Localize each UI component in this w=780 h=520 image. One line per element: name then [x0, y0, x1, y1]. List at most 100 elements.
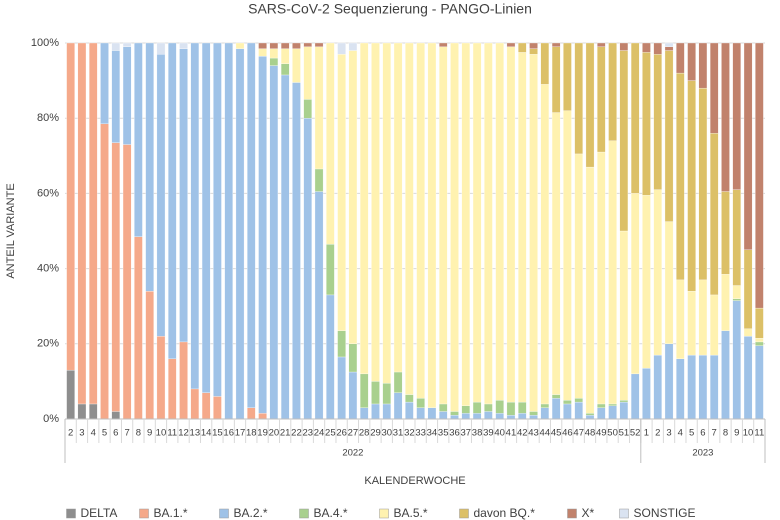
- x-tick-label: 3: [666, 428, 671, 439]
- bar-segment: [585, 42, 595, 168]
- bar-segment: [461, 42, 471, 406]
- bar-segment: [247, 407, 256, 420]
- x-tick-label: 44: [540, 428, 551, 439]
- bar-segment: [179, 42, 188, 49]
- bar-segment: [551, 42, 561, 47]
- bar-segment: [337, 42, 346, 55]
- bar-segment: [709, 294, 719, 356]
- x-tick-label: 7: [712, 428, 717, 439]
- bar-segment: [687, 354, 696, 420]
- bar-segment: [439, 46, 448, 405]
- bar-segment: [721, 330, 730, 420]
- bar-segment: [664, 221, 674, 344]
- bar-segment: [450, 415, 459, 420]
- x-tick-label: 10: [156, 428, 167, 439]
- bar-segment: [755, 42, 764, 309]
- bar-segment: [427, 407, 437, 420]
- legend-label: davon BQ.*: [474, 506, 536, 520]
- y-tick-label: 0%: [43, 413, 59, 425]
- x-tick-label: 2: [655, 428, 660, 439]
- x-tick-label: 23: [302, 428, 313, 439]
- x-tick-label: 42: [517, 428, 528, 439]
- bar-segment: [235, 42, 245, 49]
- bar-segment: [100, 123, 109, 420]
- bar-segment: [156, 336, 166, 420]
- bar-segment: [540, 403, 550, 408]
- bar-segment: [630, 373, 640, 420]
- bar-segment: [134, 236, 143, 420]
- bar-segment: [563, 110, 572, 401]
- bar-segment: [111, 411, 121, 420]
- bar-segment: [608, 405, 617, 420]
- bar-segment: [484, 403, 493, 412]
- y-tick-label: 20%: [37, 338, 59, 350]
- bar-segment: [348, 371, 358, 420]
- x-tick-label: 40: [494, 428, 505, 439]
- x-tick-label: 3: [79, 428, 84, 439]
- bar-segment: [66, 42, 75, 371]
- bar-segment: [551, 398, 561, 420]
- bar-segment: [337, 330, 346, 358]
- bar-segment: [427, 42, 437, 408]
- bar-segment: [303, 99, 312, 119]
- bar-segment: [551, 46, 561, 113]
- bar-segment: [359, 42, 369, 375]
- x-group-label: 2022: [342, 448, 363, 459]
- bar-segment: [732, 300, 741, 420]
- bar-segment: [337, 356, 346, 420]
- bar-segment: [540, 84, 550, 405]
- bar-segment: [653, 189, 662, 356]
- bar-segment: [111, 42, 121, 51]
- bar-segment: [506, 42, 516, 47]
- bar-segment: [416, 398, 425, 408]
- bar-segment: [122, 42, 132, 47]
- bar-segment: [495, 42, 504, 401]
- bar-segment: [439, 403, 448, 412]
- bar-segment: [619, 42, 629, 51]
- bar-segment: [122, 46, 132, 145]
- bar-segment: [359, 373, 369, 408]
- bar-segment: [405, 401, 414, 420]
- bar-segment: [698, 87, 708, 281]
- bar-segment: [393, 392, 403, 420]
- bar-segment: [359, 407, 369, 420]
- bar-segment: [235, 48, 245, 420]
- bar-segment: [337, 54, 346, 331]
- x-tick-label: 30: [381, 428, 392, 439]
- x-tick-label: 9: [147, 428, 152, 439]
- x-tick-label: 14: [201, 428, 212, 439]
- x-tick-label: 4: [678, 428, 683, 439]
- x-tick-label: 48: [585, 428, 596, 439]
- bar-segment: [664, 50, 674, 222]
- bar-segment: [732, 298, 741, 301]
- bar-segment: [190, 388, 200, 420]
- bar-segment: [755, 341, 764, 346]
- bar-segment: [585, 415, 595, 420]
- bar-segment: [303, 42, 312, 47]
- bar-segment: [314, 168, 324, 192]
- bar-segment: [506, 401, 516, 416]
- x-tick-label: 19: [257, 428, 268, 439]
- bar-segment: [405, 42, 414, 395]
- bar-segment: [371, 42, 380, 382]
- bar-segment: [89, 42, 98, 405]
- bar-segment: [743, 249, 753, 329]
- bar-segment: [371, 381, 380, 405]
- bar-segment: [676, 42, 685, 74]
- bar-segment: [258, 48, 267, 57]
- x-tick-label: 34: [427, 428, 438, 439]
- bar-segment: [518, 52, 527, 403]
- bar-segment: [585, 166, 595, 414]
- bar-segment: [597, 151, 606, 405]
- bar-segment: [574, 401, 583, 420]
- x-tick-label: 22: [291, 428, 302, 439]
- bar-segment: [687, 291, 696, 356]
- bar-segment: [484, 42, 493, 405]
- bar-segment: [280, 63, 290, 76]
- x-tick-label: 21: [280, 428, 291, 439]
- bar-segment: [134, 42, 143, 237]
- x-tick-label: 20: [269, 428, 280, 439]
- legend-swatch: [379, 508, 389, 519]
- bar-segment: [382, 42, 391, 384]
- bar-segment: [201, 42, 211, 393]
